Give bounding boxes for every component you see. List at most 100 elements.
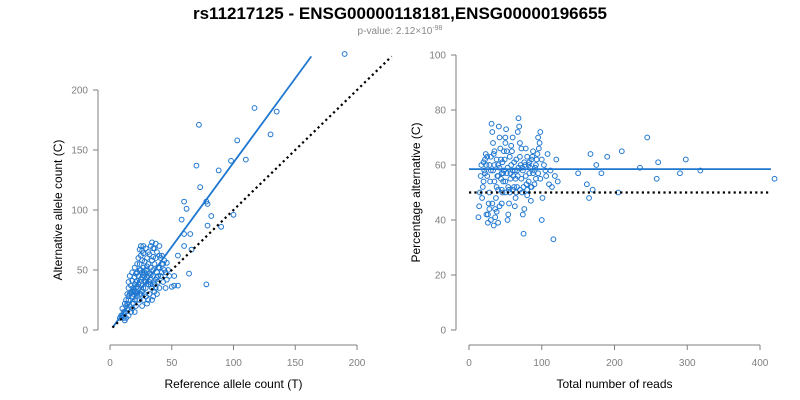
data-point (204, 222, 211, 229)
data-point (506, 186, 512, 193)
y-tick-label: 20 (435, 271, 447, 282)
data-point (139, 303, 146, 309)
data-point (493, 208, 500, 215)
p-value-text: p-value: 2.12×10 (358, 26, 433, 37)
data-point (475, 214, 482, 221)
data-point (162, 269, 169, 276)
data-point (539, 195, 546, 201)
data-point (525, 162, 532, 168)
x-tick-label: 0 (466, 358, 472, 369)
data-point (521, 206, 528, 212)
data-point (131, 288, 138, 295)
data-point (507, 175, 514, 182)
data-point (489, 129, 496, 135)
data-point (543, 173, 550, 179)
data-point (537, 175, 544, 182)
data-point (121, 317, 128, 324)
data-point (527, 197, 534, 204)
data-point (498, 170, 505, 177)
data-point (514, 129, 521, 135)
data-point (491, 178, 498, 185)
data-point (496, 203, 503, 210)
data-point (618, 148, 625, 155)
data-point (490, 140, 496, 146)
figure-title: rs11217125 - ENSG00000118181,ENSG0000019… (193, 4, 607, 23)
data-point (183, 205, 190, 212)
x-tick-label: 300 (679, 358, 696, 369)
y-tick-label: 200 (71, 86, 88, 97)
data-point (535, 145, 542, 152)
data-point (524, 192, 531, 199)
data-point (514, 173, 521, 179)
data-point (499, 189, 506, 196)
data-point (134, 269, 141, 276)
data-point (517, 153, 523, 160)
data-point (130, 285, 137, 291)
data-point (526, 159, 533, 166)
data-point (485, 219, 491, 226)
data-point (554, 178, 561, 185)
data-point (499, 159, 506, 166)
data-point (152, 240, 159, 247)
data-point (489, 200, 496, 207)
data-point (495, 123, 502, 130)
data-point (511, 203, 518, 210)
data-point (144, 300, 150, 307)
data-point (187, 231, 194, 237)
y-tick-label: 80 (435, 106, 447, 117)
x-tick-label: 100 (533, 358, 550, 369)
data-point (147, 264, 154, 271)
reference-line (111, 55, 393, 329)
data-point (251, 105, 258, 111)
data-point (517, 140, 523, 146)
data-point (534, 151, 541, 157)
data-point (133, 279, 139, 285)
y-tick-label: 0 (440, 326, 446, 337)
data-point (535, 170, 542, 177)
data-point (495, 219, 502, 226)
data-point (506, 200, 512, 207)
data-point (677, 170, 683, 177)
data-point (484, 153, 491, 160)
data-point (505, 184, 512, 190)
data-point (541, 162, 547, 168)
data-point (583, 181, 590, 188)
data-point (168, 283, 175, 290)
x-axis-title: Reference allele count (T) (164, 377, 302, 391)
data-point (525, 178, 532, 185)
data-point (511, 184, 518, 190)
data-point (158, 269, 165, 276)
data-point (518, 175, 525, 182)
data-point (181, 198, 188, 205)
data-point (503, 126, 510, 133)
data-point (477, 189, 483, 196)
data-point (502, 134, 509, 141)
data-point (493, 156, 500, 163)
data-point (653, 175, 660, 182)
data-point (501, 148, 507, 155)
data-point (149, 239, 155, 246)
data-point (520, 184, 527, 190)
data-point (487, 167, 494, 174)
data-point (119, 305, 126, 312)
data-point (509, 148, 515, 155)
data-point (527, 184, 534, 190)
data-point (139, 257, 146, 264)
data-point (492, 206, 499, 212)
data-point (487, 153, 494, 160)
data-point (587, 151, 594, 157)
data-point (537, 129, 544, 135)
data-point (147, 271, 154, 278)
data-point (476, 203, 483, 210)
data-point (482, 170, 488, 177)
data-point (493, 184, 500, 190)
y-tick-label: 40 (435, 216, 447, 227)
data-point (532, 164, 539, 171)
data-point (149, 297, 155, 303)
data-point (147, 243, 154, 249)
data-point (160, 261, 167, 267)
data-point (485, 200, 492, 207)
data-point (486, 162, 493, 168)
data-point (598, 170, 605, 177)
data-point (486, 206, 493, 212)
